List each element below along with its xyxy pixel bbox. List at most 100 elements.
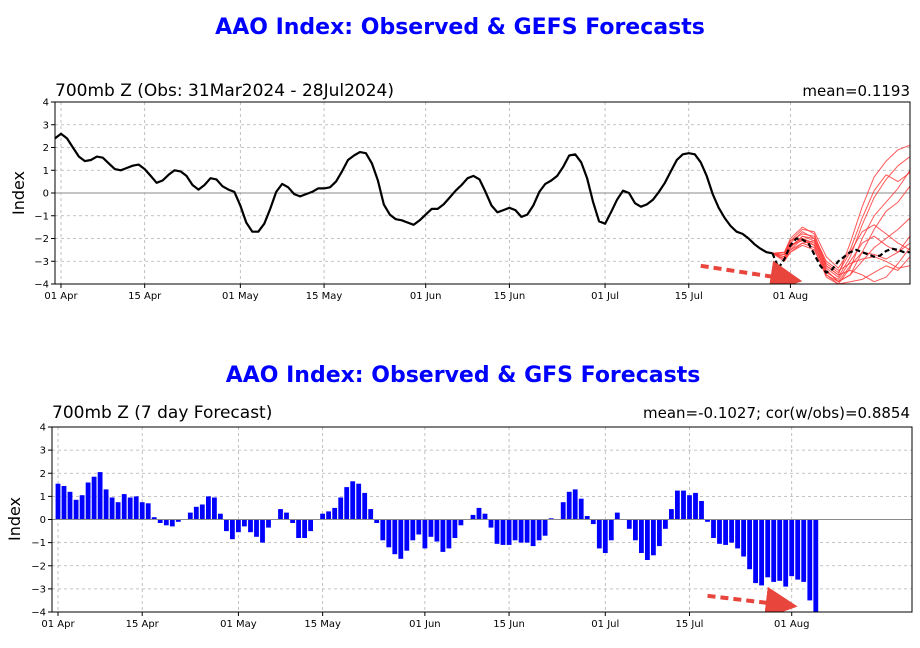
bottom-y-axis-label: Index [5, 497, 24, 541]
bottom-bar [777, 519, 783, 581]
bottom-bar [79, 495, 85, 520]
bottom-bar [735, 519, 740, 549]
bottom-bar [428, 519, 434, 537]
bottom-y-tick-label: 0 [40, 515, 46, 526]
bottom-bar [512, 519, 518, 541]
bottom-bar [404, 519, 410, 551]
top-axes-frame [54, 101, 911, 285]
bottom-bar [560, 502, 566, 520]
bottom-bar [260, 519, 265, 543]
bottom-bar [693, 492, 698, 520]
top-x-tick-label: 01 Apr [44, 291, 78, 302]
bottom-bar [386, 519, 392, 548]
bottom-bar [669, 509, 674, 520]
bottom-bar [657, 519, 662, 547]
bottom-bar [296, 519, 301, 538]
bottom-bar [248, 519, 253, 533]
top-y-tick-label: 4 [43, 98, 49, 109]
bottom-bar [530, 519, 536, 547]
bottom-panel-stat: mean=-0.1027; cor(w/obs)=0.8854 [643, 404, 910, 422]
bottom-bar [356, 483, 362, 520]
bottom-bar [807, 519, 813, 601]
bottom-bar [127, 497, 133, 520]
bottom-bar [518, 519, 524, 543]
bottom-bar-plot: 4 3 2 1 0 −1 −2 −3 −401 Apr 15 Apr 01 May 15 May 01 … [31, 423, 913, 630]
bottom-x-tick-label: 15 Apr [126, 619, 160, 630]
bottom-bar [578, 498, 584, 520]
bottom-bar [157, 519, 163, 523]
bottom-bar [602, 519, 608, 553]
top-x-tick-label: 15 Apr [128, 291, 162, 302]
bottom-bar [645, 519, 650, 560]
bottom-bar [410, 519, 416, 541]
bottom-bar [633, 519, 638, 541]
top-ensemble-member-line [772, 156, 910, 278]
bottom-bar [242, 519, 247, 527]
bottom-bar [344, 487, 350, 520]
bottom-bar [753, 519, 758, 584]
bottom-x-tick-label: 15 May [304, 619, 341, 630]
bottom-bar [103, 489, 109, 520]
top-y-tick-label: −3 [34, 257, 49, 268]
top-y-tick-label: −1 [34, 211, 49, 222]
bottom-bar [218, 513, 223, 520]
bottom-bar [717, 519, 722, 544]
bottom-y-tick-label: −4 [31, 608, 46, 619]
bottom-bar [536, 519, 542, 541]
bottom-y-tick-label: 1 [40, 492, 46, 503]
bottom-bar [542, 519, 548, 536]
bottom-bar [278, 509, 283, 520]
bottom-bar [795, 519, 801, 580]
bottom-bar [55, 483, 61, 520]
bottom-x-tick-label: 15 Jun [493, 619, 525, 630]
top-x-tick-label: 15 Jun [494, 291, 526, 302]
bottom-bar [284, 512, 289, 520]
bottom-bar [380, 519, 386, 541]
bottom-bar [266, 519, 271, 528]
bottom-bar [801, 519, 807, 582]
bottom-bar [338, 497, 344, 520]
bottom-bar [91, 476, 97, 520]
bottom-bar [747, 519, 752, 570]
bottom-bar [398, 519, 404, 559]
bottom-y-tick-label: 4 [40, 423, 46, 434]
bottom-bar [572, 489, 578, 520]
bottom-bar [163, 519, 169, 526]
bottom-y-tick-label: −2 [31, 561, 46, 572]
bottom-bar [254, 519, 259, 537]
top-x-tick-label: 15 Jul [675, 291, 703, 302]
bottom-bar [109, 497, 115, 520]
bottom-bar [548, 518, 554, 520]
top-ensemble-member-line [772, 240, 910, 283]
bottom-bar [506, 519, 512, 545]
top-ensemble-member-line [772, 172, 910, 269]
bottom-bar [169, 519, 175, 527]
bottom-bar [368, 509, 374, 520]
bottom-bar [151, 517, 157, 520]
bottom-panel-title: 700mb Z (7 day Forecast) [52, 403, 272, 423]
bottom-bar [500, 519, 506, 545]
bottom-bar [326, 511, 331, 520]
bottom-bar [741, 519, 746, 557]
bottom-bar [392, 519, 398, 555]
bottom-axes-frame [51, 426, 913, 613]
bottom-y-tick-label: 2 [40, 469, 46, 480]
bottom-bar [482, 513, 488, 520]
top-line-plot: 4 3 2 1 0 −1 −2 −3 −401 Apr 15 Apr 01 May 15 May 01 … [34, 98, 911, 302]
bottom-bar [711, 519, 716, 538]
bottom-bar [759, 519, 764, 586]
bottom-bar [626, 519, 632, 529]
bottom-bar [212, 497, 217, 520]
top-ensemble-member-line [772, 144, 910, 276]
bottom-bar [422, 519, 428, 549]
bottom-bar [675, 490, 680, 520]
bottom-x-tick-label: 01 Apr [41, 619, 75, 630]
top-ensemble-member-line [772, 242, 910, 283]
top-panel-stat: mean=0.1193 [802, 82, 910, 100]
bottom-bar [236, 519, 241, 533]
bottom-annotation-arrow [707, 586, 798, 612]
bottom-bar [97, 472, 103, 520]
bottom-bar [73, 499, 79, 520]
bottom-x-tick-label: 01 Jun [409, 619, 441, 630]
top-ensemble-mean-line [771, 237, 910, 274]
